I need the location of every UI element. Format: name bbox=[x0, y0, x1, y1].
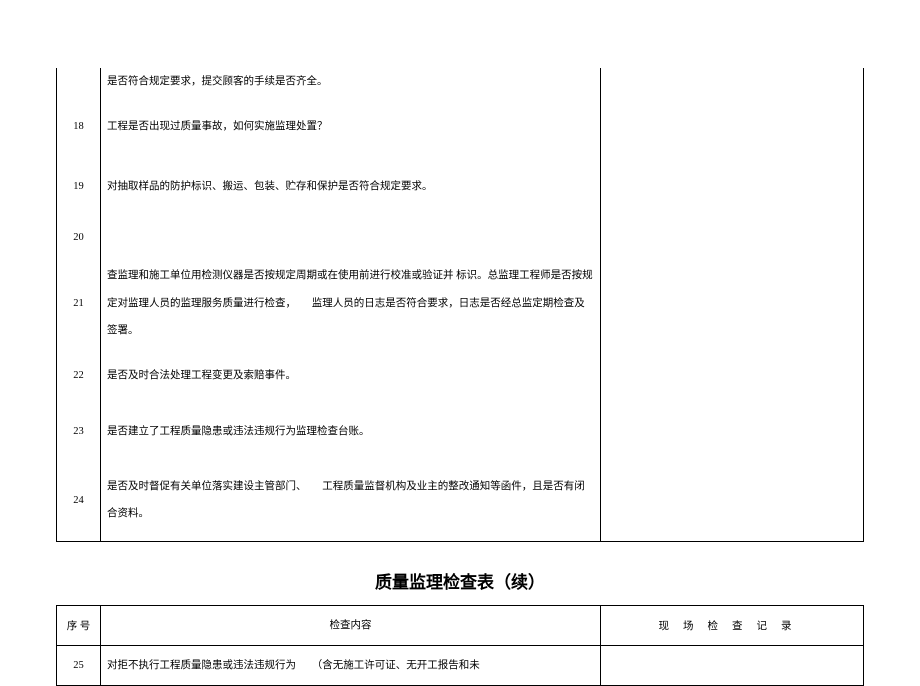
header-record: 现场检查记录 bbox=[601, 605, 864, 645]
row-content: 是否符合规定要求，提交顾客的手续是否齐全。 bbox=[101, 68, 601, 95]
row-num: 22 bbox=[57, 347, 101, 403]
row-content: 是否及时合法处理工程变更及索赔事件。 bbox=[101, 347, 601, 403]
checklist-table-part2: 序 号 检查内容 现场检查记录 25 对拒不执行工程质量隐患或违法违规行为 （含… bbox=[56, 605, 864, 686]
record-cell bbox=[601, 646, 864, 686]
row-content: 对抽取样品的防护标识、搬运、包装、贮存和保护是否符合规定要求。 bbox=[101, 157, 601, 215]
row-num: 25 bbox=[57, 646, 101, 686]
header-num: 序 号 bbox=[57, 605, 101, 645]
row-content: 对拒不执行工程质量隐患或违法违规行为 （含无施工许可证、无开工报告和未 bbox=[101, 646, 601, 686]
record-cell bbox=[601, 68, 864, 541]
row-num: 19 bbox=[57, 157, 101, 215]
row-content: 工程是否出现过质量事故，如何实施监理处置？ bbox=[101, 95, 601, 157]
header-content: 检查内容 bbox=[101, 605, 601, 645]
row-content: 是否建立了工程质量隐患或违法违规行为监理检查台账。 bbox=[101, 403, 601, 459]
page-title: 质量监理检查表（续） bbox=[56, 568, 864, 593]
row-content: 是否及时督促有关单位落实建设主管部门、 工程质量监督机构及业主的整改通知等函件，… bbox=[101, 459, 601, 541]
row-num: 18 bbox=[57, 95, 101, 157]
row-num: 23 bbox=[57, 403, 101, 459]
row-num: 21 bbox=[57, 259, 101, 347]
row-content bbox=[101, 215, 601, 259]
row-num: 20 bbox=[57, 215, 101, 259]
row-content: 查监理和施工单位用检测仪器是否按规定周期或在使用前进行校准或验证并 标识。总监理… bbox=[101, 259, 601, 347]
checklist-table-part1: 是否符合规定要求，提交顾客的手续是否齐全。 18 工程是否出现过质量事故，如何实… bbox=[56, 68, 864, 542]
row-num bbox=[57, 68, 101, 95]
row-num: 24 bbox=[57, 459, 101, 541]
